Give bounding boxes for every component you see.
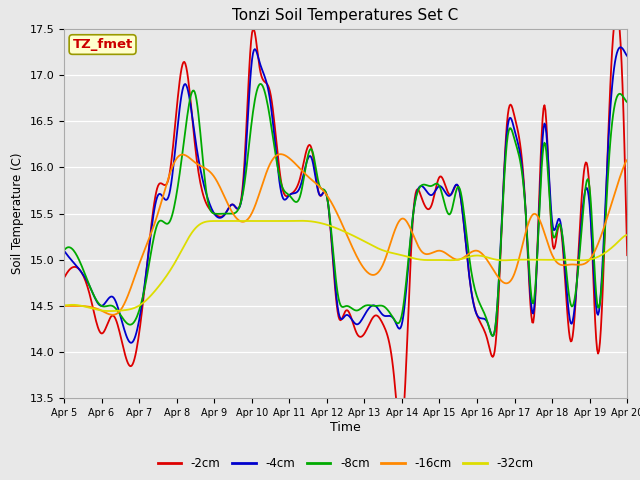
Text: TZ_fmet: TZ_fmet [72,38,132,51]
X-axis label: Time: Time [330,421,361,434]
Y-axis label: Soil Temperature (C): Soil Temperature (C) [11,153,24,275]
Title: Tonzi Soil Temperatures Set C: Tonzi Soil Temperatures Set C [232,9,459,24]
Legend: -2cm, -4cm, -8cm, -16cm, -32cm: -2cm, -4cm, -8cm, -16cm, -32cm [153,452,538,475]
